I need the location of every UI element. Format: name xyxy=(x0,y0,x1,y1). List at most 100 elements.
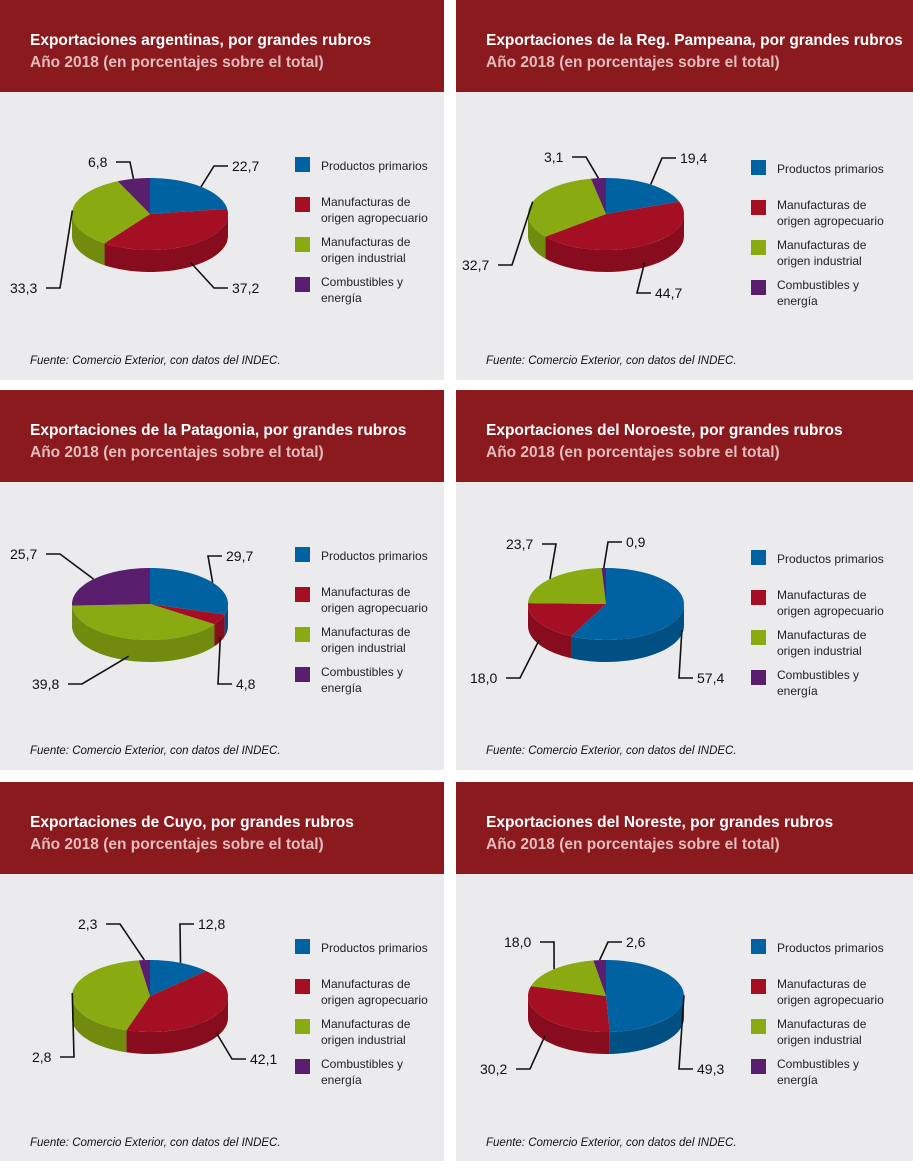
legend-swatch xyxy=(751,550,766,565)
pie-chart: 12,8 42,1 2,8 2,3 xyxy=(32,916,277,1067)
chart-title: Exportaciones de la Patagonia, por grand… xyxy=(30,422,407,439)
leader-line xyxy=(217,637,232,685)
pie-chart: 19,4 44,7 32,7 3,1 xyxy=(462,149,707,301)
data-label-primarios: 12,8 xyxy=(198,916,225,932)
legend-swatch xyxy=(295,587,310,602)
legend-label: Manufacturas de origen agropecuario xyxy=(777,977,884,1007)
pie-slice-industrial xyxy=(72,181,150,244)
pie-side-primarios xyxy=(224,604,228,637)
pie-slice-industrial xyxy=(72,960,150,1031)
pie-side-agropecuario xyxy=(545,214,684,272)
pie-slice-combustibles xyxy=(593,960,606,996)
legend-label: Combustibles y energía xyxy=(777,1057,860,1087)
leader-line xyxy=(678,995,693,1070)
source-note: Fuente: Comercio Exterior, con datos del… xyxy=(486,355,737,367)
pie-slice-agropecuario xyxy=(126,971,228,1032)
chart-panel: Exportaciones argentinas, por grandes ru… xyxy=(0,0,444,380)
pie-slice-agropecuario xyxy=(528,603,606,637)
legend-label: Combustibles y energía xyxy=(777,668,860,698)
source-note: Fuente: Comercio Exterior, con datos del… xyxy=(30,355,281,367)
data-label-industrial: 39,8 xyxy=(32,676,59,692)
data-label-combustibles: 6,8 xyxy=(88,154,108,170)
legend-swatch xyxy=(295,667,310,682)
source-note: Fuente: Comercio Exterior, con datos del… xyxy=(486,745,737,757)
legend-label: Manufacturas de origen agropecuario xyxy=(777,588,884,618)
chart-subtitle: Año 2018 (en porcentajes sobre el total) xyxy=(30,836,324,853)
legend-swatch xyxy=(751,670,766,685)
pie-slice-agropecuario xyxy=(545,201,684,250)
data-label-industrial: 32,7 xyxy=(462,257,489,273)
legend-label: Combustibles y energía xyxy=(321,275,404,305)
pie-slice-primarios xyxy=(606,178,680,214)
source-note: Fuente: Comercio Exterior, con datos del… xyxy=(486,1137,737,1149)
pie-side-agropecuario xyxy=(104,214,228,272)
leader-line xyxy=(635,262,651,294)
leader-line xyxy=(200,165,228,188)
pie-side-primarios xyxy=(571,604,684,662)
pie-slice-combustibles xyxy=(590,178,606,214)
chart-header: Exportaciones de la Reg. Pampeana, por g… xyxy=(456,0,913,92)
pie-side-primarios xyxy=(609,996,684,1054)
chart-panel: Exportaciones de la Reg. Pampeana, por g… xyxy=(456,0,913,380)
data-label-primarios: 19,4 xyxy=(680,150,707,166)
data-label-primarios: 49,3 xyxy=(697,1061,724,1077)
legend-label: Combustibles y energía xyxy=(777,278,860,308)
chart-title: Exportaciones del Noreste, por grandes r… xyxy=(486,814,834,831)
legend-swatch xyxy=(295,197,310,212)
legend-swatch xyxy=(751,1059,766,1074)
pie-slice-primarios xyxy=(606,960,684,1032)
pie-slice-combustibles xyxy=(138,960,150,996)
leader-line xyxy=(46,553,95,580)
legend-label: Productos primarios xyxy=(321,549,428,563)
legend-label: Manufacturas de origen industrial xyxy=(777,1017,867,1047)
data-label-agropecuario: 37,2 xyxy=(232,280,259,296)
data-label-agropecuario: 42,1 xyxy=(250,1051,277,1067)
pie-slice-primarios xyxy=(150,568,228,615)
legend-label: Manufacturas de origen industrial xyxy=(321,1017,411,1047)
legend-swatch xyxy=(751,979,766,994)
leader-line xyxy=(106,923,146,961)
legend-label: Manufacturas de origen industrial xyxy=(321,235,411,265)
legend-label: Combustibles y energía xyxy=(321,665,404,695)
chart-title: Exportaciones del Noroeste, por grandes … xyxy=(486,422,843,439)
data-label-agropecuario: 18,0 xyxy=(470,670,497,686)
legend-swatch xyxy=(295,979,310,994)
pie-slice-industrial xyxy=(528,178,606,237)
chart-header: Exportaciones del Noreste, por grandes r… xyxy=(456,782,913,874)
leader-line xyxy=(179,923,194,963)
source-note: Fuente: Comercio Exterior, con datos del… xyxy=(30,745,281,757)
legend-label: Productos primarios xyxy=(321,159,428,173)
pie-slice-agropecuario xyxy=(104,208,228,250)
leader-line xyxy=(678,629,693,679)
legend-label: Manufacturas de origen agropecuario xyxy=(777,198,884,228)
leader-line xyxy=(46,210,74,289)
leader-line xyxy=(649,157,676,185)
chart-subtitle: Año 2018 (en porcentajes sobre el total) xyxy=(30,444,324,461)
pie-slice-primarios xyxy=(150,960,207,996)
legend-label: Manufacturas de origen industrial xyxy=(321,625,411,655)
pie-side-industrial xyxy=(72,996,127,1053)
leader-line xyxy=(498,201,534,266)
data-label-combustibles: 3,1 xyxy=(544,149,564,165)
chart-title: Exportaciones de Cuyo, por grandes rubro… xyxy=(30,814,354,831)
legend-swatch xyxy=(751,160,766,175)
pie-slice-primarios xyxy=(150,178,228,214)
data-label-agropecuario: 44,7 xyxy=(655,285,682,301)
legend-label: Productos primarios xyxy=(321,941,428,955)
leader-line xyxy=(506,639,540,679)
data-label-combustibles: 2,3 xyxy=(78,916,98,932)
pie-slice-combustibles xyxy=(117,178,150,214)
data-label-combustibles: 25,7 xyxy=(10,546,37,562)
data-label-primarios: 22,7 xyxy=(232,158,259,174)
pie-slice-industrial xyxy=(528,568,606,604)
legend-label: Manufacturas de origen industrial xyxy=(777,238,867,268)
legend-swatch xyxy=(295,157,310,172)
pie-chart: 29,7 4,8 39,8 25,7 xyxy=(10,546,256,692)
chart-title: Exportaciones de la Reg. Pampeana, por g… xyxy=(486,32,903,49)
data-label-industrial: 33,3 xyxy=(10,280,37,296)
legend-swatch xyxy=(751,1019,766,1034)
pie-slice-primarios xyxy=(571,568,684,640)
pie-chart: 49,3 30,2 18,0 2,6 xyxy=(480,934,724,1077)
legend-swatch xyxy=(295,1059,310,1074)
pie-chart: 57,4 18,0 23,7 0,9 xyxy=(470,534,724,686)
